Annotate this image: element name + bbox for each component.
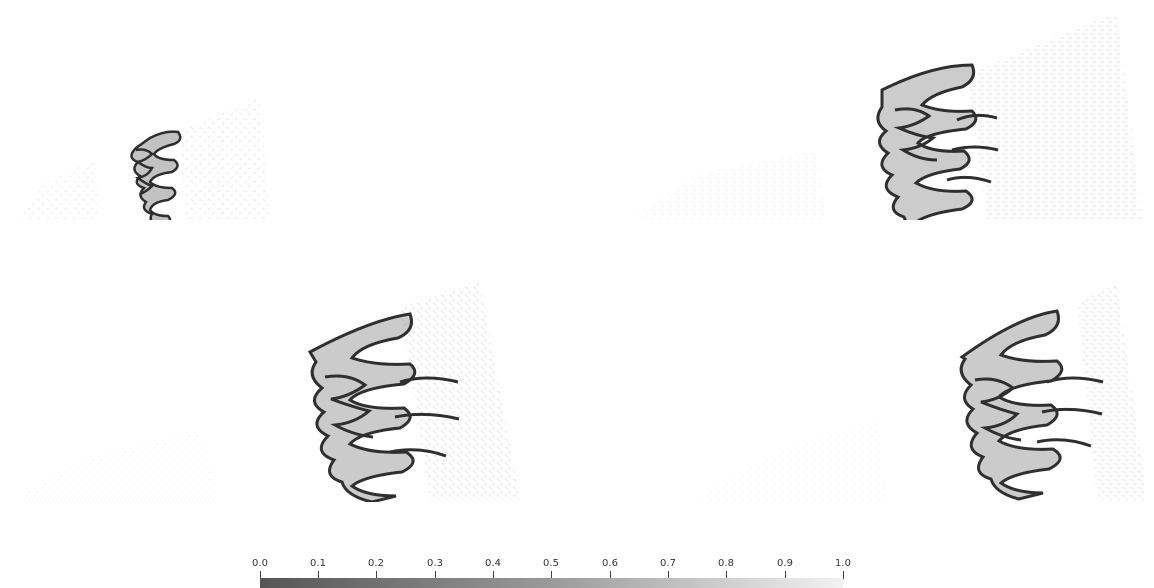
colorbar-tick-mark <box>668 571 669 579</box>
colorbar-tick-label: 0.8 <box>718 558 734 569</box>
mixing-layer-render-3 <box>20 282 520 502</box>
colorbar-tick-mark <box>376 571 377 579</box>
colorbar-gradient <box>260 578 843 588</box>
colorbar-tick-label: 0.0 <box>252 558 268 569</box>
colorbar-tick-mark <box>435 571 436 579</box>
colorbar-tick-label: 1.0 <box>835 558 851 569</box>
colorbar-tick-label: 0.3 <box>427 558 443 569</box>
colorbar-tick-label: 0.9 <box>777 558 793 569</box>
colorbar-tick-mark <box>551 571 552 579</box>
colorbar-tick-label: 0.4 <box>485 558 501 569</box>
panel-top-right <box>577 0 1154 220</box>
colorbar-tick-mark <box>726 571 727 579</box>
panel-bottom-right <box>577 262 1154 502</box>
colorbar-tick-mark <box>843 571 844 579</box>
mixing-layer-render-4 <box>697 284 1147 502</box>
colorbar-tick-mark <box>260 571 261 579</box>
panel-bottom-left <box>0 262 577 502</box>
colorbar-tick-label: 0.2 <box>368 558 384 569</box>
colorbar-tick-label: 0.7 <box>660 558 676 569</box>
colorbar-tick-label: 0.5 <box>543 558 559 569</box>
colorbar-tick-label: 0.6 <box>602 558 618 569</box>
panel-top-left <box>0 0 577 220</box>
colorbar-tick-mark <box>493 571 494 579</box>
colorbar-tick-label: 0.1 <box>310 558 326 569</box>
colorbar: 0.0 0.1 0.2 0.3 0.4 0.5 0.6 0.7 0.8 0.9 … <box>250 558 860 588</box>
mixing-layer-render-2 <box>637 12 1142 220</box>
colorbar-tick-mark <box>785 571 786 579</box>
mixing-layer-render-1 <box>20 98 270 220</box>
colorbar-tick-mark <box>610 571 611 579</box>
colorbar-tick-mark <box>318 571 319 579</box>
